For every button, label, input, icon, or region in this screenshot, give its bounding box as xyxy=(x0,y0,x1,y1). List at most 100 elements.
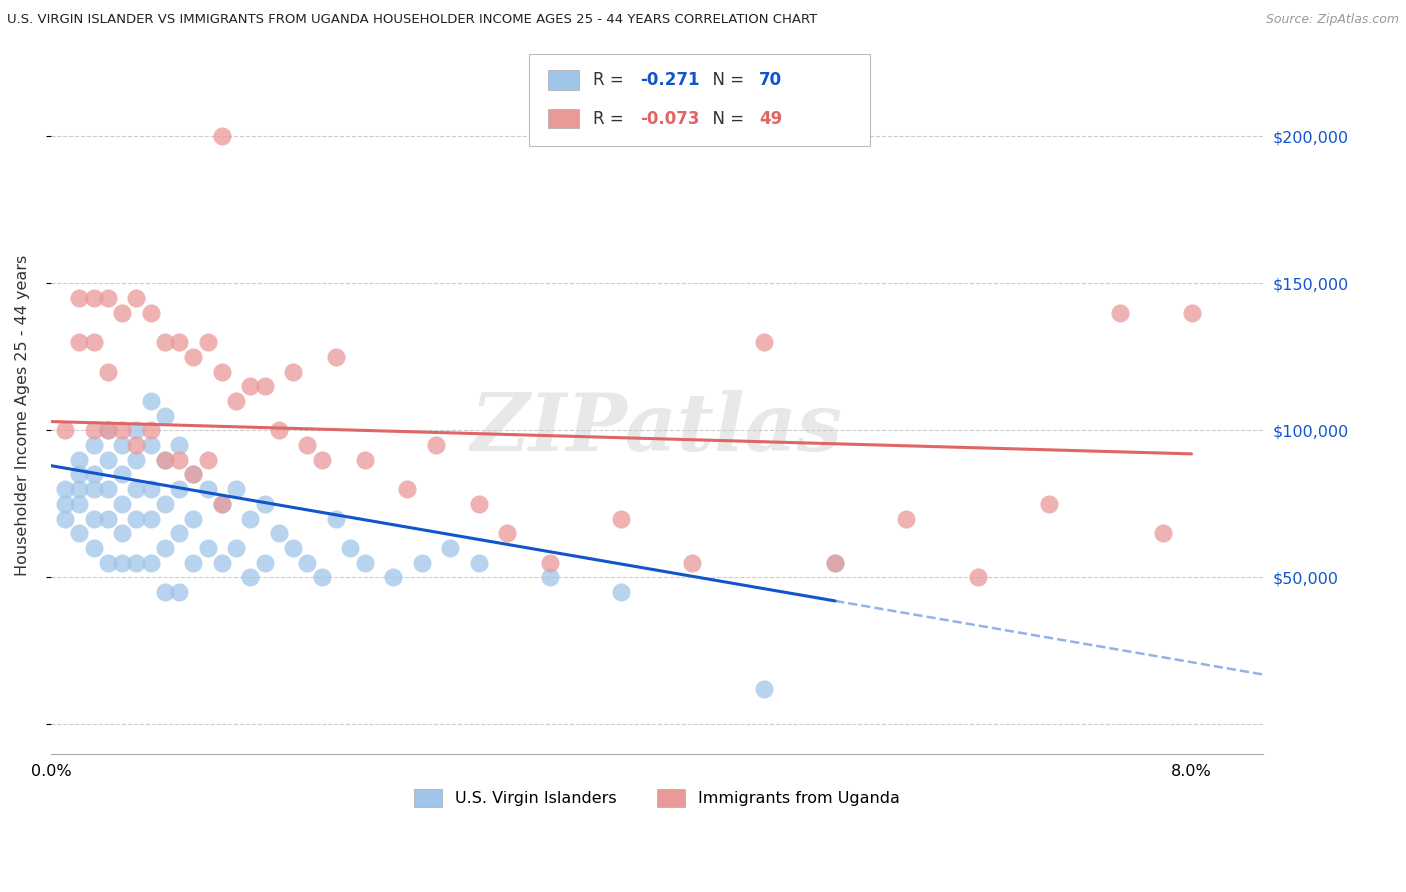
Point xyxy=(111,556,134,570)
Point xyxy=(267,423,290,437)
Point xyxy=(125,291,148,305)
Point xyxy=(153,452,176,467)
Point xyxy=(211,497,233,511)
Point xyxy=(139,306,162,320)
Point xyxy=(67,467,90,482)
Point xyxy=(111,497,134,511)
Point xyxy=(139,438,162,452)
Point xyxy=(167,452,190,467)
Point xyxy=(353,556,375,570)
Point xyxy=(325,350,347,364)
Point xyxy=(353,452,375,467)
Point xyxy=(183,467,205,482)
Point xyxy=(67,335,90,350)
Point xyxy=(267,526,290,541)
Point xyxy=(111,526,134,541)
Point xyxy=(153,452,176,467)
Point xyxy=(125,556,148,570)
Legend: U.S. Virgin Islanders, Immigrants from Uganda: U.S. Virgin Islanders, Immigrants from U… xyxy=(408,782,907,814)
Text: 49: 49 xyxy=(759,110,783,128)
Point xyxy=(83,423,105,437)
Point xyxy=(197,541,219,555)
Point xyxy=(167,438,190,452)
Point xyxy=(167,585,190,599)
Point xyxy=(67,526,90,541)
Point xyxy=(167,482,190,496)
Point xyxy=(153,585,176,599)
Point xyxy=(111,306,134,320)
Point xyxy=(824,556,846,570)
Point xyxy=(966,570,988,584)
Y-axis label: Householder Income Ages 25 - 44 years: Householder Income Ages 25 - 44 years xyxy=(15,255,30,576)
Point xyxy=(253,497,276,511)
Point xyxy=(197,482,219,496)
Point xyxy=(1038,497,1060,511)
Point xyxy=(225,393,247,408)
Point xyxy=(752,682,775,697)
Point xyxy=(239,379,262,393)
Point xyxy=(111,423,134,437)
Point xyxy=(153,497,176,511)
Point xyxy=(538,570,561,584)
Point xyxy=(153,335,176,350)
Point xyxy=(139,556,162,570)
Point xyxy=(1180,306,1202,320)
Point xyxy=(125,482,148,496)
Point xyxy=(53,497,76,511)
Point xyxy=(197,335,219,350)
Point xyxy=(396,482,419,496)
Point xyxy=(682,556,704,570)
Point xyxy=(111,438,134,452)
Point xyxy=(167,335,190,350)
Point xyxy=(125,423,148,437)
Point xyxy=(97,511,120,525)
Point xyxy=(297,556,319,570)
Point xyxy=(97,452,120,467)
Point xyxy=(467,497,489,511)
Point xyxy=(183,556,205,570)
Point xyxy=(83,335,105,350)
Point xyxy=(325,511,347,525)
Point xyxy=(339,541,361,555)
Point xyxy=(183,511,205,525)
Text: R =: R = xyxy=(593,110,630,128)
Point xyxy=(97,423,120,437)
Point xyxy=(283,541,305,555)
Point xyxy=(97,365,120,379)
Point xyxy=(167,526,190,541)
Point xyxy=(139,482,162,496)
Point xyxy=(225,541,247,555)
Point xyxy=(83,467,105,482)
Point xyxy=(752,335,775,350)
Point xyxy=(183,467,205,482)
Point xyxy=(97,291,120,305)
Point xyxy=(253,556,276,570)
Point xyxy=(125,452,148,467)
Point xyxy=(139,393,162,408)
Point xyxy=(125,438,148,452)
Point xyxy=(67,291,90,305)
Point xyxy=(139,511,162,525)
Text: 70: 70 xyxy=(759,71,782,89)
Text: N =: N = xyxy=(702,110,749,128)
Text: -0.073: -0.073 xyxy=(640,110,699,128)
Point xyxy=(183,350,205,364)
Point xyxy=(1152,526,1174,541)
Point xyxy=(610,585,633,599)
Point xyxy=(97,423,120,437)
Point xyxy=(153,541,176,555)
Text: Source: ZipAtlas.com: Source: ZipAtlas.com xyxy=(1265,13,1399,27)
Text: N =: N = xyxy=(702,71,749,89)
Point xyxy=(53,511,76,525)
Point xyxy=(896,511,918,525)
Point xyxy=(83,482,105,496)
Point xyxy=(225,482,247,496)
Point xyxy=(53,482,76,496)
Text: -0.271: -0.271 xyxy=(640,71,699,89)
Point xyxy=(297,438,319,452)
Point xyxy=(610,511,633,525)
Text: U.S. VIRGIN ISLANDER VS IMMIGRANTS FROM UGANDA HOUSEHOLDER INCOME AGES 25 - 44 Y: U.S. VIRGIN ISLANDER VS IMMIGRANTS FROM … xyxy=(7,13,817,27)
Point xyxy=(538,556,561,570)
Point xyxy=(311,452,333,467)
Point xyxy=(211,129,233,144)
